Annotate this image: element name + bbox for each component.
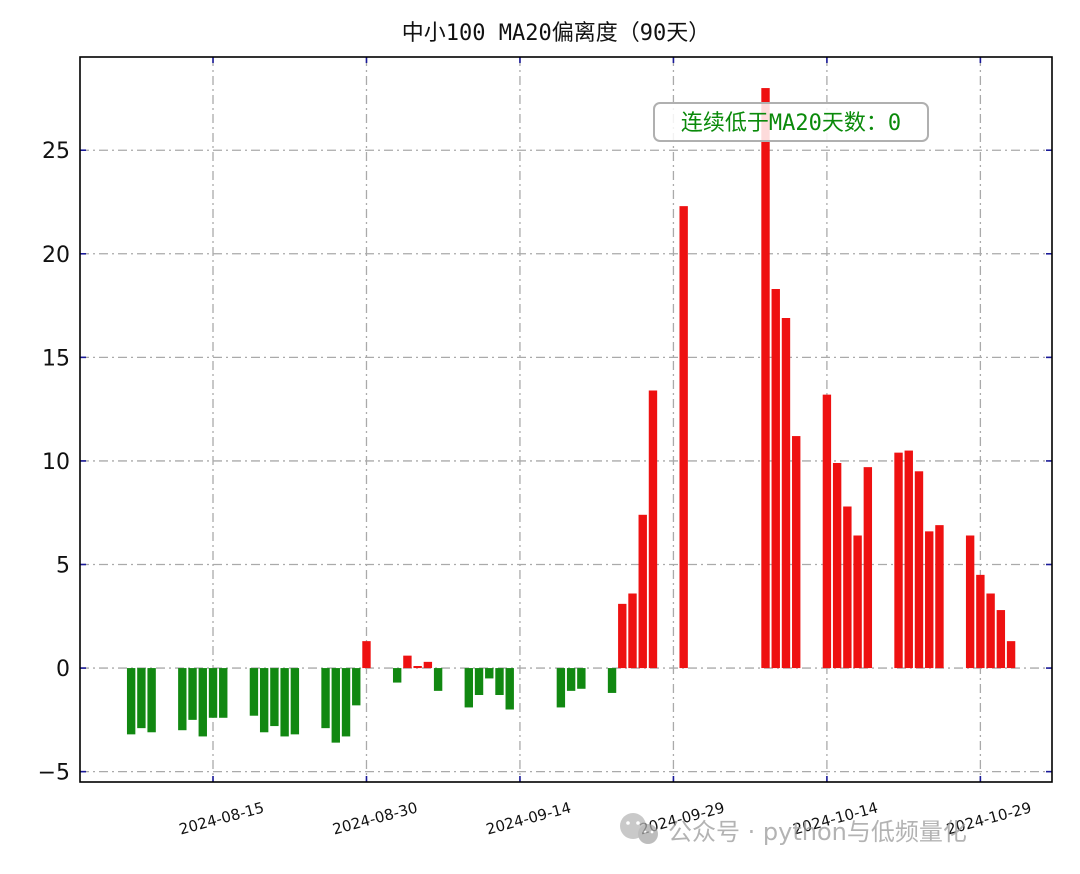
bar-positive: [792, 436, 801, 669]
bar-negative: [352, 668, 361, 706]
y-tick-label: 0: [56, 657, 70, 682]
bar-positive: [843, 506, 852, 669]
bar-positive: [853, 535, 862, 669]
bar-positive: [976, 574, 985, 669]
x-tick-label: 2024-09-14: [484, 798, 573, 838]
y-tick-label: −5: [38, 761, 70, 786]
bar-negative: [137, 668, 146, 729]
chart-title: 中小100 MA20偏离度（90天）: [402, 21, 710, 46]
bar-negative: [464, 668, 473, 708]
bar-negative: [188, 668, 197, 720]
bar-negative: [607, 668, 617, 693]
bar-positive: [618, 603, 627, 669]
annotation-box: [653, 102, 929, 142]
bar-positive: [648, 390, 658, 669]
bar-positive: [986, 593, 995, 669]
bar-negative: [259, 668, 269, 733]
bar-negative: [433, 668, 443, 691]
bar-negative: [341, 668, 351, 737]
bar-positive: [925, 531, 934, 669]
bar-negative: [331, 668, 340, 743]
bar-negative: [485, 668, 494, 679]
bar-positive: [894, 452, 903, 669]
bar-positive: [904, 450, 913, 669]
axis-ticks: [80, 57, 1052, 782]
bar-positive: [628, 593, 637, 669]
streak-annotation: 连续低于MA20天数：0: [653, 102, 929, 142]
bars: [126, 88, 1016, 743]
y-tick-label: 15: [42, 346, 70, 371]
x-tick-label: 2024-08-30: [331, 798, 420, 838]
bar-positive: [413, 666, 422, 669]
bar-positive: [403, 655, 412, 669]
bar-positive: [996, 610, 1006, 669]
watermark: 公众号 · python与低频量化: [620, 813, 967, 846]
bar-positive: [1006, 641, 1016, 669]
y-tick-label: 10: [42, 450, 70, 475]
y-axis-tick-labels: −5 0 5 10 15 20 25: [38, 139, 70, 785]
bar-negative: [495, 668, 504, 695]
bar-positive: [822, 394, 832, 669]
bar-negative: [270, 668, 279, 727]
bar-positive: [781, 318, 791, 669]
y-tick-label: 25: [42, 139, 70, 164]
bar-negative: [208, 668, 218, 718]
y-tick-label: 20: [42, 243, 70, 268]
bar-positive: [771, 289, 780, 669]
watermark-text: 公众号 · python与低频量化: [668, 818, 967, 846]
bar-positive: [935, 525, 944, 669]
bar-negative: [556, 668, 566, 708]
bar-negative: [198, 668, 207, 737]
wechat-icon: [620, 813, 658, 844]
bar-positive: [863, 467, 873, 669]
bar-negative: [249, 668, 259, 716]
bar-negative: [321, 668, 330, 729]
bar-positive: [362, 641, 371, 669]
bar-positive: [423, 661, 433, 669]
bar-positive: [761, 88, 770, 669]
bar-negative: [219, 668, 228, 718]
bar-negative: [577, 668, 586, 689]
bar-negative: [290, 668, 300, 735]
plot-frame: [79, 56, 1053, 783]
bar-positive: [965, 535, 975, 669]
bar-negative: [178, 668, 187, 731]
bar-positive: [638, 514, 647, 669]
bar-positive: [679, 206, 688, 669]
x-tick-label: 2024-08-15: [177, 798, 266, 838]
bar-positive: [914, 471, 924, 669]
bar-positive: [832, 463, 842, 669]
y-tick-label: 5: [56, 554, 70, 579]
bar-negative: [126, 668, 136, 735]
annotation-text: 连续低于MA20天数：0: [681, 111, 901, 136]
bar-negative: [392, 668, 402, 683]
bar-negative: [505, 668, 514, 710]
bar-negative: [474, 668, 484, 695]
bar-negative: [566, 668, 576, 691]
bar-negative: [147, 668, 156, 733]
bar-negative: [280, 668, 289, 737]
